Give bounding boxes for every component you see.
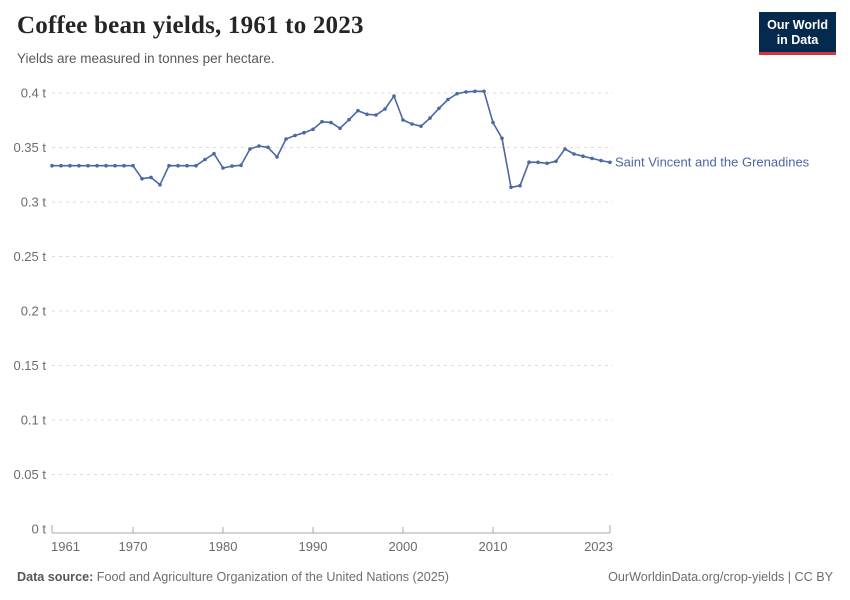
data-point[interactable] xyxy=(608,160,612,165)
data-point[interactable] xyxy=(446,97,450,102)
data-point[interactable] xyxy=(419,124,423,128)
y-axis-tick-label: 0.1 t xyxy=(21,413,47,428)
data-point[interactable] xyxy=(131,163,135,168)
data-point[interactable] xyxy=(293,133,297,138)
data-point[interactable] xyxy=(68,163,72,168)
data-point[interactable] xyxy=(149,175,153,180)
data-point[interactable] xyxy=(284,137,288,141)
y-axis-tick-label: 0.15 t xyxy=(13,358,46,373)
y-axis-tick-label: 0.25 t xyxy=(13,249,46,264)
y-axis-tick-label: 0.3 t xyxy=(21,195,47,210)
data-point[interactable] xyxy=(86,163,90,168)
data-point[interactable] xyxy=(482,89,486,94)
owid-logo-line2: in Data xyxy=(776,33,819,47)
data-point[interactable] xyxy=(554,159,558,164)
y-axis-tick-label: 0.2 t xyxy=(21,304,47,319)
data-point[interactable] xyxy=(77,163,81,168)
data-point[interactable] xyxy=(599,158,603,163)
data-point[interactable] xyxy=(59,163,63,168)
data-point[interactable] xyxy=(401,118,405,122)
data-point[interactable] xyxy=(221,166,225,170)
data-point[interactable] xyxy=(275,155,279,159)
data-point[interactable] xyxy=(122,163,126,168)
data-point[interactable] xyxy=(311,127,315,132)
data-point[interactable] xyxy=(140,176,144,181)
data-point[interactable] xyxy=(104,163,108,168)
data-line[interactable] xyxy=(51,90,611,189)
chart-subtitle: Yields are measured in tonnes per hectar… xyxy=(17,51,275,66)
data-point[interactable] xyxy=(536,160,540,165)
data-point[interactable] xyxy=(590,156,594,161)
data-point[interactable] xyxy=(212,151,216,156)
data-point[interactable] xyxy=(230,164,234,168)
data-point[interactable] xyxy=(581,154,585,158)
x-axis-tick-label: 1990 xyxy=(299,539,328,554)
data-point[interactable] xyxy=(518,183,522,188)
data-point[interactable] xyxy=(338,126,342,131)
data-point[interactable] xyxy=(437,106,441,111)
y-axis-tick-label: 0 t xyxy=(32,522,47,537)
data-point[interactable] xyxy=(203,157,207,162)
data-point[interactable] xyxy=(455,91,459,96)
data-point[interactable] xyxy=(365,112,369,117)
data-point[interactable] xyxy=(185,163,189,168)
data-source-label: Data source: xyxy=(17,570,94,584)
data-point[interactable] xyxy=(95,163,99,168)
data-point[interactable] xyxy=(167,163,171,168)
data-point[interactable] xyxy=(347,117,351,122)
y-axis-tick-label: 0.05 t xyxy=(13,467,46,482)
data-point[interactable] xyxy=(509,185,513,190)
data-point[interactable] xyxy=(320,119,324,124)
data-point[interactable] xyxy=(473,89,477,94)
credit-link[interactable]: OurWorldinData.org/crop-yields | CC BY xyxy=(608,570,833,584)
y-axis-tick-label: 0.4 t xyxy=(21,86,47,101)
data-point[interactable] xyxy=(374,113,378,117)
data-point[interactable] xyxy=(176,163,180,168)
data-point[interactable] xyxy=(563,147,567,151)
data-point[interactable] xyxy=(158,183,162,187)
page-title: Coffee bean yields, 1961 to 2023 xyxy=(17,12,364,39)
data-point[interactable] xyxy=(266,145,270,150)
data-point[interactable] xyxy=(410,122,414,126)
owid-logo-line1: Our World xyxy=(767,18,828,32)
data-point[interactable] xyxy=(572,152,576,156)
data-point[interactable] xyxy=(302,130,306,135)
data-point[interactable] xyxy=(392,94,396,98)
x-axis-tick-label: 1970 xyxy=(119,539,148,554)
x-axis-tick-label: 1980 xyxy=(209,539,238,554)
data-point[interactable] xyxy=(500,136,504,141)
y-axis-tick-label: 0.35 t xyxy=(13,140,46,155)
data-point[interactable] xyxy=(329,120,333,125)
data-point[interactable] xyxy=(464,90,468,94)
data-point[interactable] xyxy=(194,163,198,168)
data-point[interactable] xyxy=(248,147,252,151)
data-point[interactable] xyxy=(491,120,495,125)
data-point[interactable] xyxy=(356,108,360,113)
x-axis-tick-label: 2010 xyxy=(479,539,508,554)
data-point[interactable] xyxy=(239,163,243,168)
data-point[interactable] xyxy=(527,160,531,164)
series-label[interactable]: Saint Vincent and the Grenadines xyxy=(615,154,810,169)
data-point[interactable] xyxy=(257,144,261,148)
owid-logo[interactable]: Our World in Data xyxy=(759,12,836,55)
data-point[interactable] xyxy=(113,163,117,168)
data-point[interactable] xyxy=(545,161,549,166)
data-source-note: Data source: Food and Agriculture Organi… xyxy=(17,570,449,584)
data-point[interactable] xyxy=(428,116,432,120)
data-point[interactable] xyxy=(50,163,54,168)
x-axis-tick-label: 1961 xyxy=(51,539,80,554)
x-axis-tick-label: 2023 xyxy=(584,539,613,554)
data-point[interactable] xyxy=(383,107,387,111)
data-source-text: Food and Agriculture Organization of the… xyxy=(93,570,449,584)
x-axis-tick-label: 2000 xyxy=(389,539,418,554)
